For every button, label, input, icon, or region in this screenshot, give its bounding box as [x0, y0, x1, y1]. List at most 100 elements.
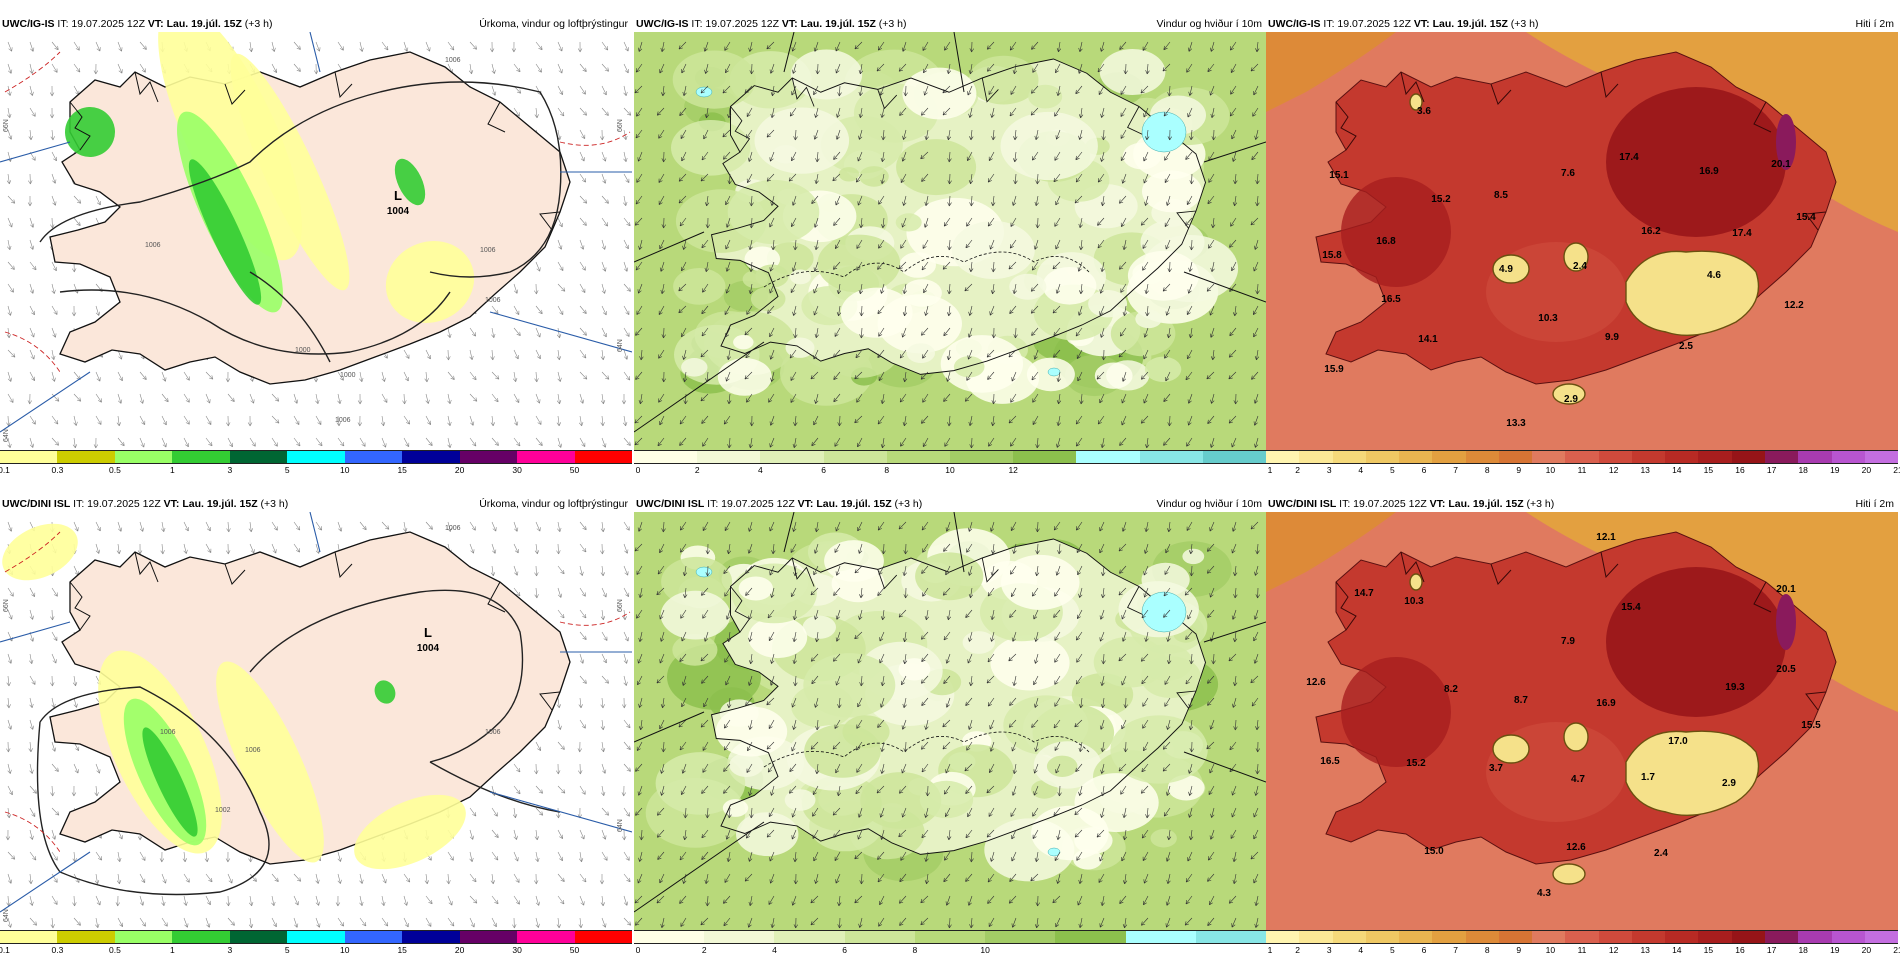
colorbar-swatch: [172, 451, 230, 463]
colorbar-swatch: [1399, 451, 1433, 463]
colorbar-swatch: [950, 451, 1014, 463]
panel-header: UWC/IG-IS IT: 19.07.2025 12Z VT: Lau. 19…: [634, 16, 1266, 32]
temperature-value: 16.2: [1641, 226, 1661, 237]
colorbar-swatch: [459, 451, 518, 463]
panel-header: UWC/IG-IS IT: 19.07.2025 12Z VT: Lau. 19…: [1266, 16, 1898, 32]
valid-time: VT: Lau. 19.júl. 15Z: [797, 498, 892, 510]
sea-temperature: [1266, 512, 1898, 712]
model-name: UWC/DINI ISL: [636, 498, 705, 510]
temperature-value: 8.7: [1514, 695, 1528, 706]
temperature-value: 3.7: [1489, 763, 1503, 774]
panel-title: Hiti í 2m: [1855, 498, 1894, 510]
colorbar-swatch: [844, 931, 915, 943]
colorbar: [634, 930, 1266, 944]
colorbar-swatch: [1332, 931, 1366, 943]
colorbar-tick-label: 3: [227, 945, 233, 955]
low-pressure-value: 1004: [417, 643, 440, 654]
colorbar-swatch: [1432, 451, 1466, 463]
colorbar-swatch: [1698, 931, 1732, 943]
temperature-value: 10.3: [1538, 313, 1558, 324]
map-graphic: [634, 512, 1266, 930]
colorbar-swatch: [1013, 451, 1077, 463]
colorbar-tick-label: 10: [980, 945, 990, 955]
temperature-value: 2.4: [1573, 261, 1587, 272]
map-panel-dini-wind: UWC/DINI ISL IT: 19.07.2025 12Z VT: Lau.…: [634, 496, 1266, 964]
colorbar-tick-label: 16: [1735, 465, 1745, 475]
colorbar-ticks: 0.1 0.3 0.5 1 3 5 10 15 20 30 50: [0, 945, 632, 957]
colorbar-tick-label: 18: [1798, 945, 1808, 955]
temperature-value: 20.1: [1771, 159, 1791, 170]
temperature-value: 13.3: [1506, 418, 1526, 429]
temperature-value: 15.2: [1431, 194, 1451, 205]
temperature-value: 16.5: [1381, 294, 1401, 305]
lat-label: 64N: [3, 909, 10, 922]
temperature-value: 10.3: [1404, 596, 1424, 607]
lead-time: (+3 h): [878, 18, 907, 30]
colorbar-swatch: [1195, 931, 1266, 943]
glaciers: [1409, 93, 1760, 405]
colorbar-swatch: [1202, 451, 1267, 463]
valid-time: VT: Lau. 19.júl. 15Z: [1429, 498, 1524, 510]
panel-header: UWC/IG-IS IT: 19.07.2025 12Z VT: Lau. 19…: [0, 16, 632, 32]
colorbar-tick-label: 15: [1703, 945, 1714, 955]
colorbar-tick-label: 20: [1861, 945, 1872, 955]
temperature-value: 12.6: [1566, 842, 1586, 853]
colorbar-swatch: [1498, 451, 1533, 463]
colorbar-tick-label: 1: [169, 465, 175, 475]
colorbar-tick-label: 4: [1358, 945, 1364, 955]
low-pressure-marker: L: [424, 625, 432, 640]
isobar-label: 1006: [445, 525, 461, 532]
colorbar-tick-label: 1: [1267, 945, 1273, 955]
colorbar-tick-label: 21: [1893, 465, 1900, 475]
colorbar-swatch: [1432, 931, 1466, 943]
colorbar-swatch: [1864, 451, 1899, 463]
lat-label: 64N: [617, 819, 624, 832]
colorbar: [634, 450, 1267, 464]
temperature-value: 15.4: [1796, 212, 1816, 223]
isobars: [39, 81, 562, 363]
colorbar-tick-label: 10: [1545, 465, 1556, 475]
init-time: IT: 19.07.2025 12Z: [691, 18, 779, 30]
panel-header: UWC/DINI ISL IT: 19.07.2025 12Z VT: Lau.…: [0, 496, 632, 512]
lat-label: 64N: [617, 339, 624, 352]
temperature-value: 16.8: [1376, 236, 1396, 247]
isobar-label: 1002: [215, 807, 231, 814]
isobar-label: 1006: [145, 242, 161, 249]
colorbar-swatch: [0, 451, 58, 463]
temperature-value: 15.0: [1424, 846, 1444, 857]
colorbar-tick-label: 1: [1267, 465, 1273, 475]
low-pressure-value: 1004: [387, 206, 410, 217]
temperature-value: 4.7: [1571, 774, 1585, 785]
colorbar-tick-label: 10: [339, 945, 350, 955]
temperature-value: 7.6: [1561, 168, 1575, 179]
colorbar-swatch: [886, 451, 951, 463]
colorbar-tick-label: 14: [1672, 465, 1682, 475]
colorbar-tick-label: 14: [1672, 945, 1682, 955]
colorbar-tick-label: 4: [772, 945, 777, 955]
graticule: [634, 32, 1266, 433]
colorbar-tick-label: 5: [1390, 465, 1395, 475]
colorbar-swatch: [1731, 451, 1765, 463]
forecast-map: 66N 64N 66N 64N 1006 1006 1006 1000 1006 1006 1000…: [0, 32, 632, 450]
colorbar-tick-label: 15: [397, 945, 407, 955]
colorbar-ticks: 0 2 4 6 8 10 12: [634, 465, 1266, 477]
colorbar-tick-label: 19: [1830, 465, 1840, 475]
map-graphic: 66N 64N 66N 64N 1006 1006 1006 1000 1006 1006 1000…: [0, 32, 632, 450]
colorbar-swatch: [1266, 451, 1300, 463]
colorbar-tick-label: 1: [169, 945, 175, 955]
temperature-value: 9.9: [1605, 332, 1619, 343]
colorbar-ticks: 123456789101112131415161718192021: [1266, 465, 1900, 477]
map-panel-dini-precip: UWC/DINI ISL IT: 19.07.2025 12Z VT: Lau.…: [0, 496, 632, 964]
colorbar-swatch: [287, 451, 345, 463]
colorbar-swatch: [634, 931, 705, 943]
colorbar-swatch: [1332, 451, 1366, 463]
map-panel-dini-temp: UWC/DINI ISL IT: 19.07.2025 12Z VT: Lau.…: [1266, 496, 1900, 964]
colorbar-swatch: [697, 451, 761, 463]
isobar-label: 1006: [445, 57, 461, 64]
temperature-value: 3.6: [1417, 106, 1431, 117]
colorbar-tick-label: 3: [1326, 945, 1332, 955]
field-shading: [671, 49, 1239, 404]
temperature-value: 8.5: [1494, 190, 1508, 201]
colorbar-tick-label: 11: [1577, 945, 1587, 955]
valid-time: VT: Lau. 19.júl. 15Z: [1413, 18, 1508, 30]
